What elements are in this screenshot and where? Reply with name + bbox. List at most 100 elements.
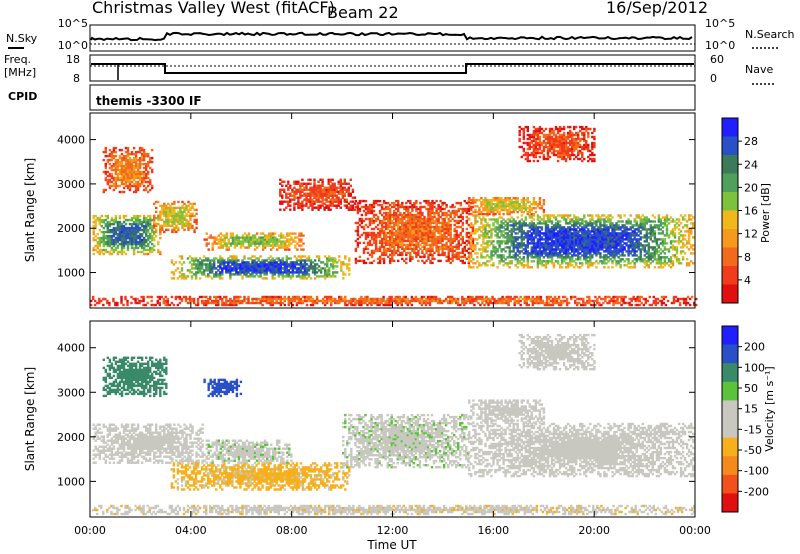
heatmap-cell [550, 242, 554, 245]
heatmap-cell [556, 248, 560, 251]
heatmap-cell [181, 214, 184, 218]
heatmap-cell [411, 237, 414, 241]
heatmap-cell [142, 224, 146, 228]
heatmap-cell [102, 248, 105, 252]
heatmap-cell [417, 211, 420, 215]
heatmap-cell [425, 217, 428, 221]
heatmap-cell [431, 243, 434, 247]
heatmap-cell [599, 240, 602, 243]
heatmap-cell [520, 238, 523, 241]
heatmap-cell [486, 230, 489, 233]
heatmap-cell [382, 253, 386, 257]
heatmap-cell [268, 240, 271, 243]
heatmap-cell [313, 200, 316, 203]
heatmap-cell [317, 200, 320, 203]
heatmap-cell [202, 273, 206, 276]
heatmap-cell [368, 261, 372, 265]
heatmap-cell [273, 261, 276, 264]
heatmap-cell [374, 239, 378, 243]
heatmap-cell [647, 252, 650, 255]
heatmap-cell [255, 271, 258, 274]
heatmap-cell [231, 232, 235, 235]
heatmap-cell [295, 257, 299, 260]
heatmap-cell [536, 250, 540, 253]
heatmap-cell [522, 264, 525, 267]
heatmap-cell [374, 235, 378, 239]
heatmap-cell [387, 247, 390, 251]
heatmap-cell [384, 207, 388, 211]
heatmap-cell [510, 250, 513, 253]
heatmap-cell [447, 255, 450, 259]
heatmap-cell [625, 234, 628, 237]
heatmap-cell [546, 234, 550, 237]
heatmap-cell [223, 240, 226, 243]
heatmap-cell [566, 264, 570, 267]
heatmap-cell [417, 213, 420, 217]
heatmap-cell [562, 246, 566, 249]
heatmap-cell [173, 200, 176, 204]
heatmap-cell [169, 212, 172, 216]
heatmap-cell [443, 237, 446, 241]
heatmap-cell [395, 211, 398, 215]
heatmap-cell [665, 248, 669, 251]
heatmap-cell [328, 257, 331, 260]
heatmap-cell [387, 239, 390, 243]
heatmap-cell [380, 207, 384, 211]
heatmap-cell [149, 248, 152, 252]
heatmap-cell [239, 240, 243, 243]
heatmap-cell [233, 273, 236, 276]
heatmap-cell [297, 182, 300, 185]
heatmap-cell [518, 260, 521, 263]
heatmap-cell [364, 199, 368, 203]
heatmap-cell [191, 224, 194, 228]
heatmap-cell [484, 234, 487, 237]
heatmap-cell [200, 265, 204, 268]
heatmap-cell [407, 217, 410, 221]
heatmap-cell [167, 206, 170, 210]
heatmap-cell [480, 222, 483, 225]
heatmap-cell [427, 253, 430, 257]
heatmap-cell [653, 254, 657, 257]
heatmap-cell [482, 236, 485, 239]
heatmap-cell [595, 248, 598, 251]
heatmap-cell [573, 236, 576, 239]
heatmap-cell [673, 232, 677, 235]
heatmap-cell [207, 257, 210, 260]
heatmap-cell [190, 263, 194, 266]
heatmap-cell [313, 277, 317, 280]
heatmap-cell [231, 263, 234, 266]
heatmap-cell [480, 212, 483, 216]
heatmap-cell [175, 212, 178, 216]
heatmap-cell [237, 259, 240, 262]
heatmap-cell [157, 242, 160, 246]
heatmap-cell [536, 216, 540, 219]
heatmap-cell [231, 240, 235, 243]
heatmap-cell [623, 238, 626, 241]
heatmap-cell [544, 234, 548, 237]
noise-right-tick-top: 10^5 [705, 17, 735, 30]
heatmap-cell [339, 186, 342, 189]
heatmap-cell [391, 259, 394, 263]
heatmap-cell [534, 232, 538, 235]
heatmap-cell [138, 218, 142, 222]
heatmap-cell [245, 265, 248, 268]
heatmap-cell [209, 267, 212, 270]
heatmap-cell [502, 248, 505, 251]
heatmap-cell [395, 239, 398, 243]
heatmap-cell [270, 234, 273, 237]
heatmap-cell [431, 203, 434, 207]
heatmap-cell [615, 238, 618, 241]
heatmap-cell [556, 256, 560, 259]
heatmap-cell [415, 233, 418, 237]
heatmap-cell [554, 218, 558, 221]
heatmap-cell [472, 246, 475, 249]
heatmap-cell [467, 209, 470, 213]
heatmap-cell [609, 238, 612, 241]
heatmap-cell [274, 236, 277, 239]
heatmap-cell [595, 234, 598, 237]
heatmap-cell [421, 249, 424, 253]
heatmap-cell [597, 230, 600, 233]
heatmap-cell [128, 222, 132, 226]
heatmap-cell [285, 192, 288, 195]
